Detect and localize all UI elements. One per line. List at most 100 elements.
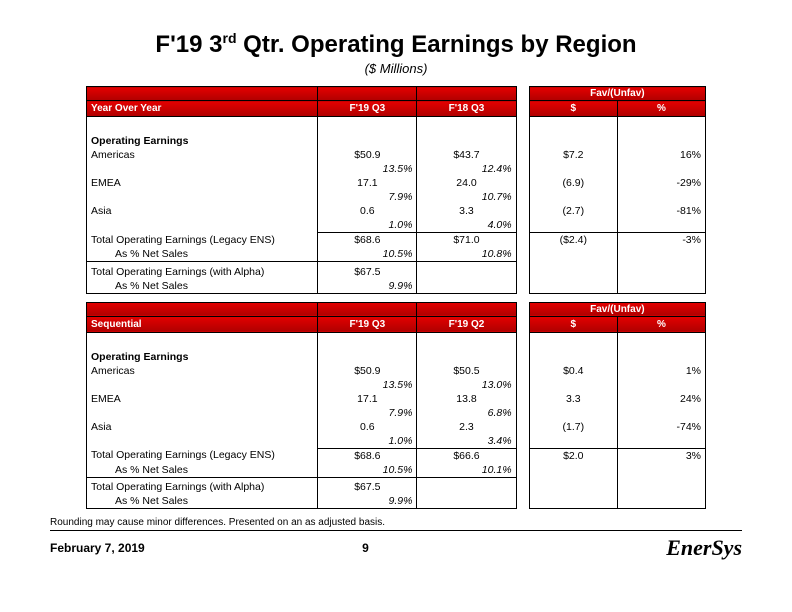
- hdr-blank: [87, 302, 318, 316]
- value-cell: 0.6: [318, 204, 417, 218]
- value-cell: [417, 480, 516, 494]
- pct-cell: 3.4%: [417, 434, 516, 449]
- earnings-table: Fav/(Unfav) SequentialF'19 Q3F'19 Q2 $% Op…: [86, 302, 706, 510]
- value-cell: [529, 480, 617, 494]
- value-cell: [529, 265, 617, 279]
- value-cell: $67.5: [318, 265, 417, 279]
- value-cell: 0.6: [318, 420, 417, 434]
- value-cell: -74%: [617, 420, 705, 434]
- region-name: Asia: [87, 204, 318, 218]
- value-cell: 3.3: [529, 392, 617, 406]
- pct-cell: [417, 494, 516, 509]
- value-cell: $68.6: [318, 233, 417, 248]
- comparison-label: Sequential: [87, 316, 318, 332]
- value-cell: $0.4: [529, 364, 617, 378]
- pct-cell: 10.8%: [417, 247, 516, 262]
- value-cell: [617, 480, 705, 494]
- value-cell: $68.6: [318, 448, 417, 463]
- footnote: Rounding may cause minor differences. Pr…: [50, 517, 742, 528]
- value-cell: 3.3: [417, 204, 516, 218]
- value-cell: (6.9): [529, 176, 617, 190]
- total-sublabel: As % Net Sales: [87, 494, 318, 509]
- footer-divider: [50, 530, 742, 531]
- total-sublabel: As % Net Sales: [87, 247, 318, 262]
- total-label: Total Operating Earnings (with Alpha): [87, 480, 318, 494]
- value-cell: 13.8: [417, 392, 516, 406]
- fav-unfav-header: Fav/(Unfav): [529, 302, 705, 316]
- value-cell: (1.7): [529, 420, 617, 434]
- pct-cell: 9.9%: [318, 494, 417, 509]
- value-cell: 3%: [617, 448, 705, 463]
- value-cell: 24.0: [417, 176, 516, 190]
- pct-cell: 1.0%: [318, 434, 417, 449]
- total-sublabel: As % Net Sales: [87, 463, 318, 478]
- region-name: Americas: [87, 148, 318, 162]
- value-cell: $50.9: [318, 364, 417, 378]
- region-name: Asia: [87, 420, 318, 434]
- title-part1: F'19 3: [155, 31, 222, 58]
- section-header: Operating Earnings: [87, 131, 318, 148]
- logo: EnerSys: [666, 535, 742, 561]
- earnings-table: Fav/(Unfav)Year Over YearF'19 Q3F'18 Q3$…: [86, 86, 706, 294]
- value-cell: $7.2: [529, 148, 617, 162]
- value-cell: 16%: [617, 148, 705, 162]
- logo-text: EnerSys: [666, 535, 742, 560]
- value-cell: 2.3: [417, 420, 516, 434]
- pct-cell: 7.9%: [318, 406, 417, 420]
- value-cell: -81%: [617, 204, 705, 218]
- value-cell: $66.6: [417, 448, 516, 463]
- col-header: F'19 Q3: [318, 316, 417, 332]
- pct-cell: 9.9%: [318, 279, 417, 294]
- value-cell: [417, 265, 516, 279]
- col-header: F'19 Q3: [318, 101, 417, 117]
- comparison-label: Year Over Year: [87, 101, 318, 117]
- col-header: $: [529, 316, 617, 332]
- value-cell: (2.7): [529, 204, 617, 218]
- subtitle: ($ Millions): [50, 61, 742, 76]
- value-cell: $2.0: [529, 448, 617, 463]
- value-cell: $50.9: [318, 148, 417, 162]
- footer: February 7, 2019 9 EnerSys: [50, 535, 742, 561]
- pct-cell: 12.4%: [417, 162, 516, 176]
- pct-cell: 4.0%: [417, 218, 516, 233]
- value-cell: 24%: [617, 392, 705, 406]
- pct-cell: 10.7%: [417, 190, 516, 204]
- pct-cell: 10.5%: [318, 247, 417, 262]
- value-cell: [617, 265, 705, 279]
- total-label: Total Operating Earnings (Legacy ENS): [87, 233, 318, 248]
- pct-cell: 7.9%: [318, 190, 417, 204]
- pct-cell: 1.0%: [318, 218, 417, 233]
- title-sup: rd: [223, 30, 237, 46]
- total-sublabel: As % Net Sales: [87, 279, 318, 294]
- region-name: EMEA: [87, 392, 318, 406]
- pct-cell: 13.5%: [318, 162, 417, 176]
- value-cell: $71.0: [417, 233, 516, 248]
- value-cell: $67.5: [318, 480, 417, 494]
- col-header: $: [529, 101, 617, 117]
- pct-cell: 13.0%: [417, 378, 516, 392]
- col-header: %: [617, 101, 705, 117]
- section-header: Operating Earnings: [87, 347, 318, 364]
- col-header: F'18 Q3: [417, 101, 516, 117]
- page-title: F'19 3rd Qtr. Operating Earnings by Regi…: [50, 30, 742, 59]
- value-cell: 1%: [617, 364, 705, 378]
- pct-cell: 6.8%: [417, 406, 516, 420]
- pct-cell: 10.1%: [417, 463, 516, 478]
- value-cell: $43.7: [417, 148, 516, 162]
- col-header: %: [617, 316, 705, 332]
- value-cell: $50.5: [417, 364, 516, 378]
- pct-cell: 10.5%: [318, 463, 417, 478]
- total-label: Total Operating Earnings (Legacy ENS): [87, 448, 318, 463]
- value-cell: -3%: [617, 233, 705, 248]
- total-label: Total Operating Earnings (with Alpha): [87, 265, 318, 279]
- title-part2: Qtr. Operating Earnings by Region: [237, 31, 637, 58]
- region-name: EMEA: [87, 176, 318, 190]
- pct-cell: 13.5%: [318, 378, 417, 392]
- value-cell: -29%: [617, 176, 705, 190]
- col-header: F'19 Q2: [417, 316, 516, 332]
- value-cell: ($2.4): [529, 233, 617, 248]
- tables-container: Fav/(Unfav)Year Over YearF'19 Q3F'18 Q3$…: [50, 86, 742, 509]
- value-cell: 17.1: [318, 176, 417, 190]
- region-name: Americas: [87, 364, 318, 378]
- value-cell: 17.1: [318, 392, 417, 406]
